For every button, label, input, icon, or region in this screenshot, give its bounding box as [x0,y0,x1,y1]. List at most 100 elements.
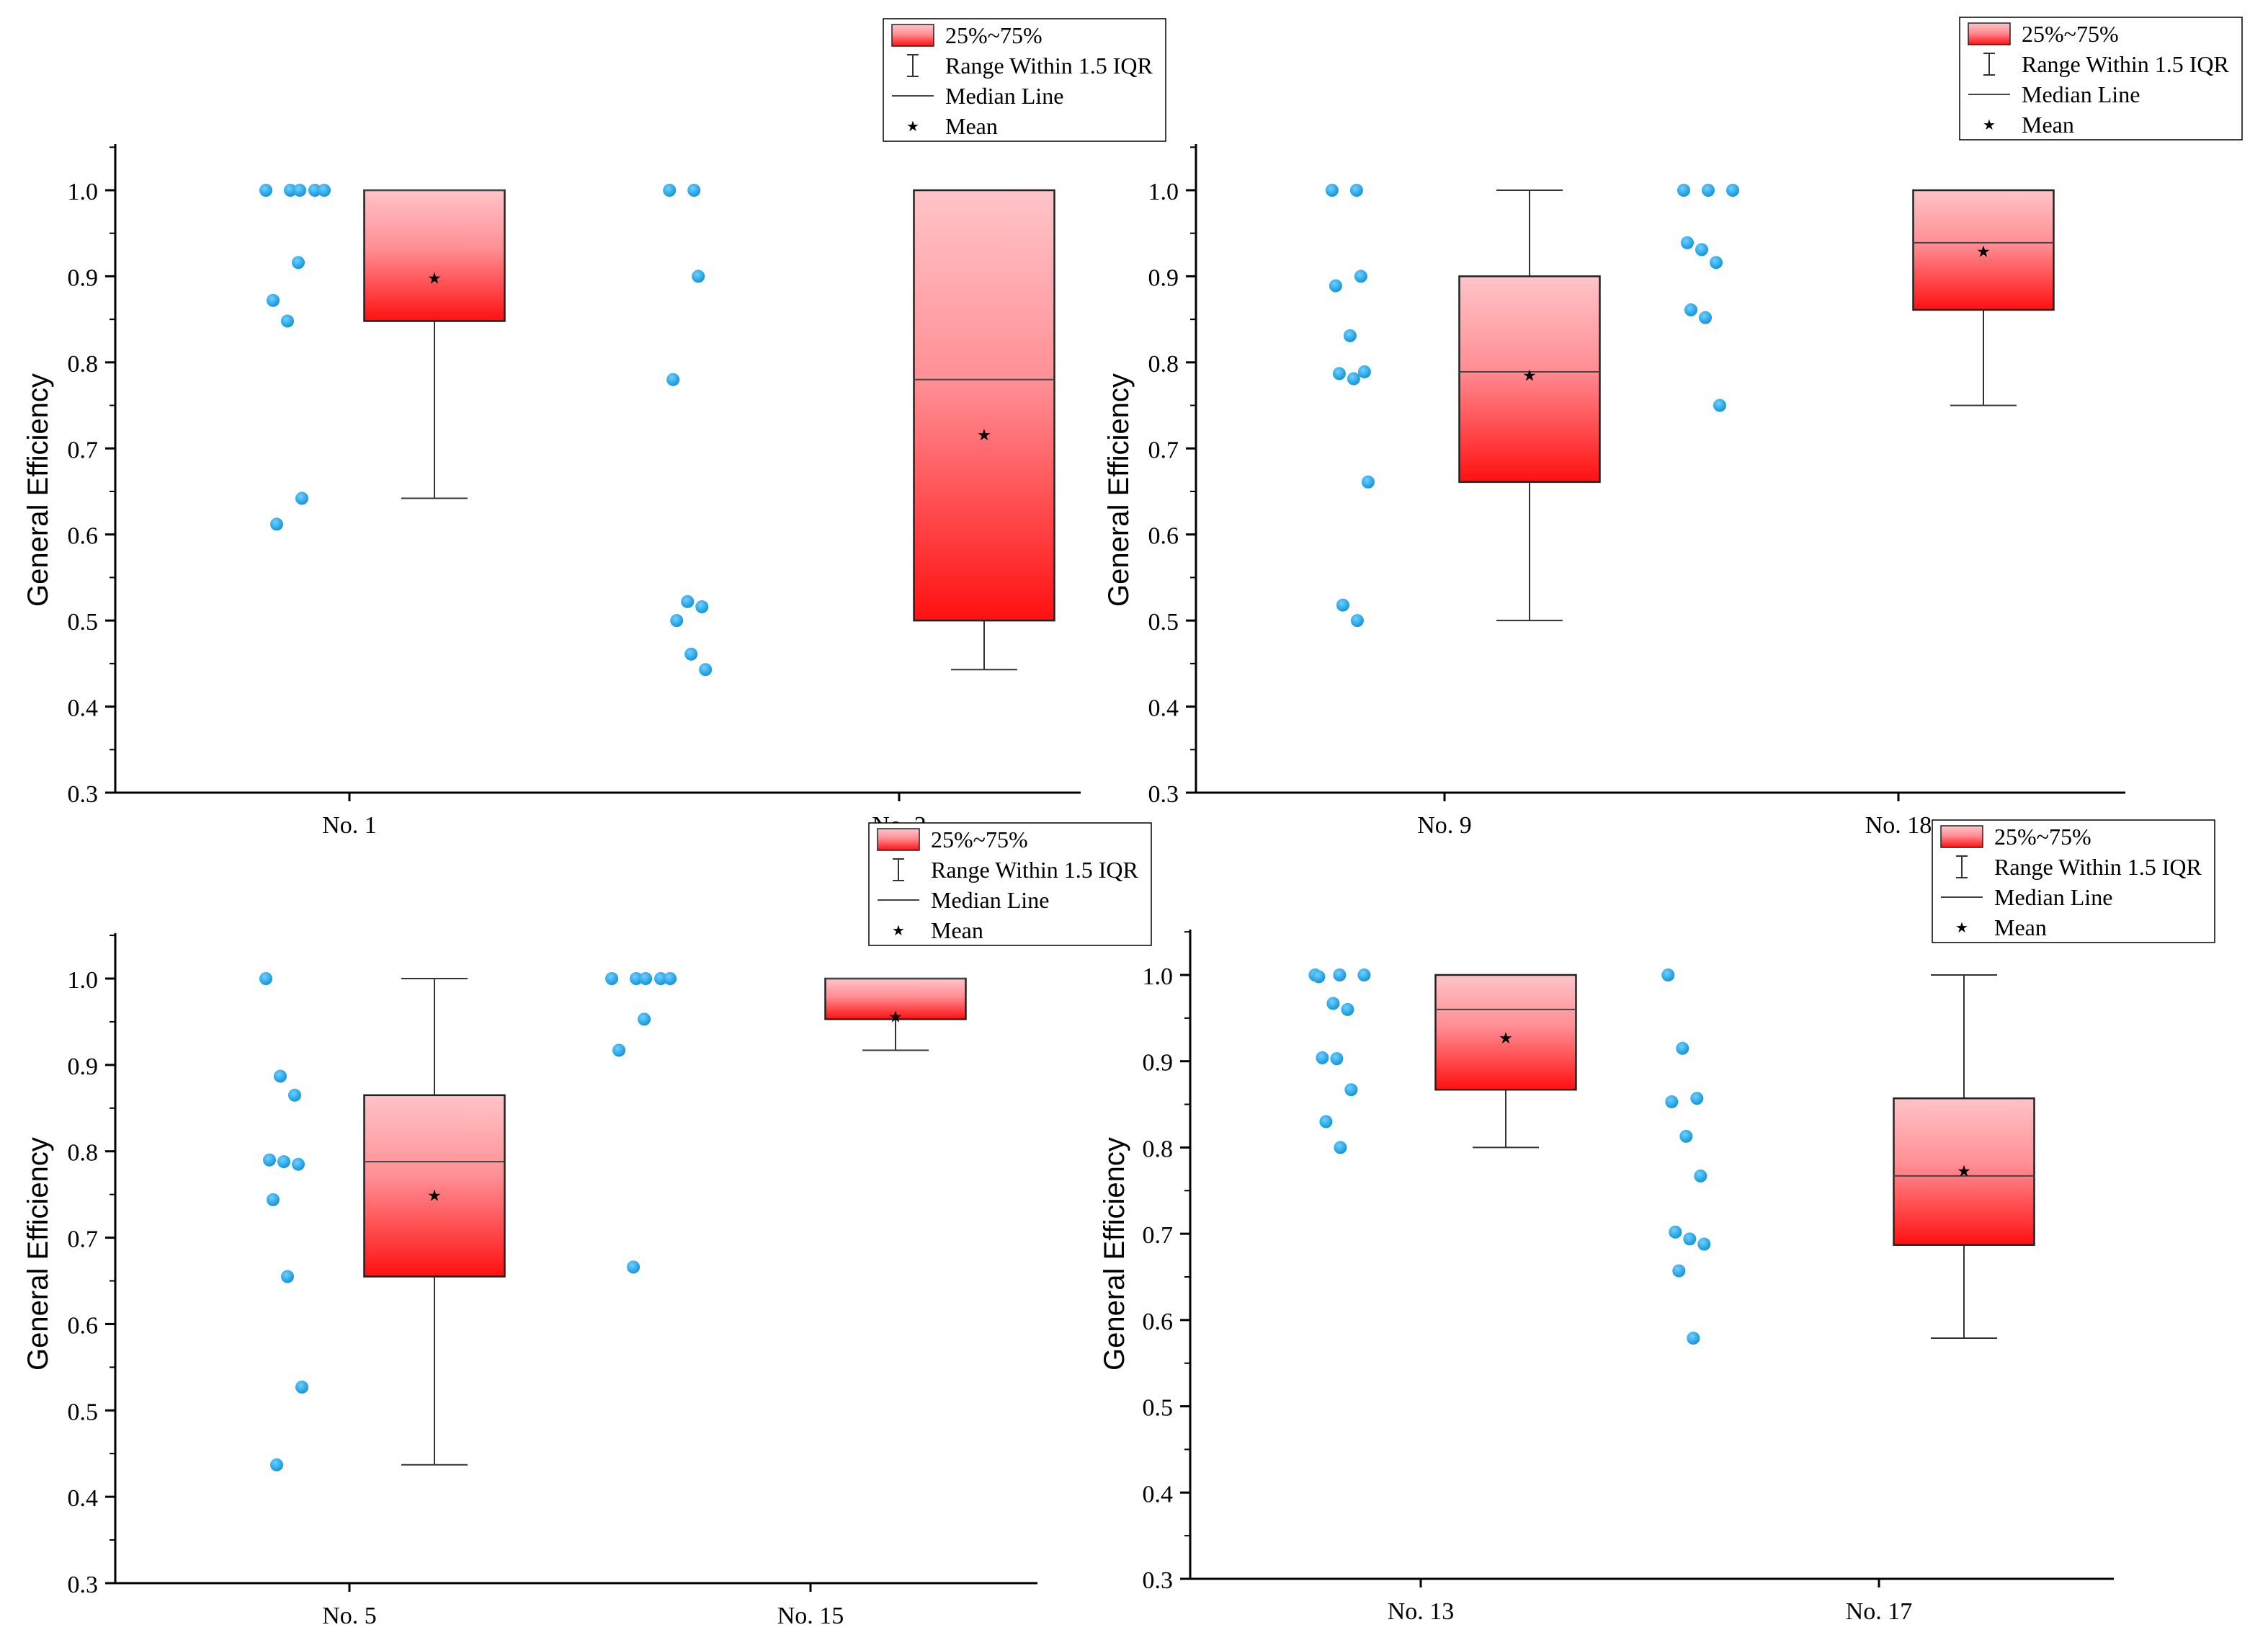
legend-label: Mean [2022,112,2074,138]
chart-panel-3: 0.3 0.4 0.5 0.6 0.7 0.8 0.9 1.0 General Efficien… [22,822,1152,1629]
scatter-point [1669,1225,1682,1239]
legend-box-swatch [877,828,920,851]
scatter-point [267,293,280,307]
scatter-point [638,1012,651,1026]
mean-marker: ★ [1976,242,1991,260]
scatter-point [1333,968,1347,981]
x-tick-label: No. 1 [322,812,377,839]
legend-label: 25%~75% [931,827,1028,852]
scatter-point [1344,1083,1358,1097]
mean-marker: ★ [1499,1029,1513,1047]
y-tick-label: 0.5 [68,1399,99,1425]
scatter-point [270,1458,283,1471]
group-no-18: No. 18 ★ [1677,184,2055,839]
scatter-point [681,594,695,608]
scatter-point [1679,1129,1693,1143]
scatter-point [1361,475,1375,489]
scatter-point [695,600,709,614]
x-tick-label: No. 5 [322,1603,377,1629]
y-tick-label: 0.8 [68,1140,99,1167]
y-tick-label: 0.7 [68,437,99,463]
iqr-box [824,977,967,1020]
group-no-2: No. 2★ [663,184,1055,839]
legend-label: Range Within 1.5 IQR [2022,51,2230,77]
scatter-point [1710,256,1723,270]
scatter-point [1676,1041,1689,1055]
scatter-point [281,1270,294,1283]
legend: ★ 25%~75% Range Within 1.5 IQR Median Line M… [1932,819,2215,943]
y-tick-label: 0.4 [1143,1481,1174,1507]
legend-label: Range Within 1.5 IQR [1994,854,2202,880]
scatter-point [666,373,680,386]
chart-panel-2: 0.3 0.4 0.5 0.6 0.7 0.8 0.9 1.0 General Efficien… [1103,17,2243,839]
legend-label: Median Line [945,83,1063,109]
legend-label: Median Line [2022,81,2140,107]
scatter-point [692,270,705,283]
legend: ★ 25%~75% Range Within 1.5 IQR Median Line M… [1959,17,2243,141]
legend-box-swatch [891,24,934,47]
scatter-point [1694,1169,1707,1182]
scatter-point [274,1069,287,1083]
scatter-point [684,647,698,661]
scatter-point [1312,970,1326,984]
legend-label: Range Within 1.5 IQR [945,53,1153,79]
scatter-point [1661,968,1675,981]
mean-marker: ★ [888,1007,903,1025]
legend-label: Range Within 1.5 IQR [931,857,1139,883]
scatter-point [318,184,331,197]
iqr-box [1893,1097,2035,1246]
scatter-point [1347,372,1360,386]
scatter-point [259,184,272,197]
scatter-point [654,972,668,985]
y-tick-label: 0.7 [1143,1222,1174,1249]
scatter-point [605,972,619,985]
x-tick-label: No. 15 [777,1603,844,1629]
y-tick-label: 0.4 [68,695,99,722]
scatter-point [1325,184,1339,197]
scatter-point [277,1155,290,1169]
scatter-point [699,663,713,677]
y-tick-label: 0.7 [1148,437,1179,463]
y-tick-label: 0.9 [1148,264,1179,291]
mean-marker: ★ [427,269,442,287]
legend-label: 25%~75% [1994,824,2091,850]
y-tick-label: 0.7 [68,1226,99,1253]
iqr-box [1458,275,1601,484]
y-tick-label: 1.0 [1143,963,1174,990]
scatter-point [1350,614,1364,628]
scatter-point [1672,1264,1686,1278]
scatter-point [270,517,283,531]
x-tick-label: No. 13 [1388,1598,1455,1625]
iqr-box [913,189,1055,622]
x-tick-label: No. 18 [1865,812,1932,839]
y-tick-label: 0.9 [1143,1050,1174,1077]
y-tick-label: 0.3 [68,1572,99,1598]
y-tick-label: 1.0 [68,967,99,994]
scatter-point [267,1193,280,1206]
scatter-point [1334,1141,1347,1154]
y-axis-title: General Efficiency [22,1137,54,1371]
legend-mean-swatch: ★ [892,923,905,939]
legend-mean-swatch: ★ [1983,117,1996,133]
legend-label: 25%~75% [2022,21,2119,47]
scatter-point [281,314,294,328]
y-tick-label: 0.5 [1143,1395,1174,1422]
y-tick-label: 0.3 [1148,781,1179,808]
scatter-point [1683,1232,1697,1246]
iqr-box [363,189,506,322]
iqr-box [1912,189,2055,311]
group-no-15: No. 15 ★ [605,972,967,1629]
mean-marker: ★ [1522,366,1537,384]
y-axis-title: General Efficiency [1103,373,1135,607]
scatter-point [292,256,305,270]
scatter-point [670,614,684,628]
scatter-point [288,1088,301,1102]
y-tick-label: 0.6 [68,1312,99,1339]
mean-marker: ★ [977,426,991,444]
scatter-point [1336,598,1349,612]
scatter-point [1699,311,1712,324]
legend-label: Median Line [931,887,1049,913]
y-tick-label: 0.9 [68,1054,99,1080]
scatter-point [1687,1331,1700,1345]
